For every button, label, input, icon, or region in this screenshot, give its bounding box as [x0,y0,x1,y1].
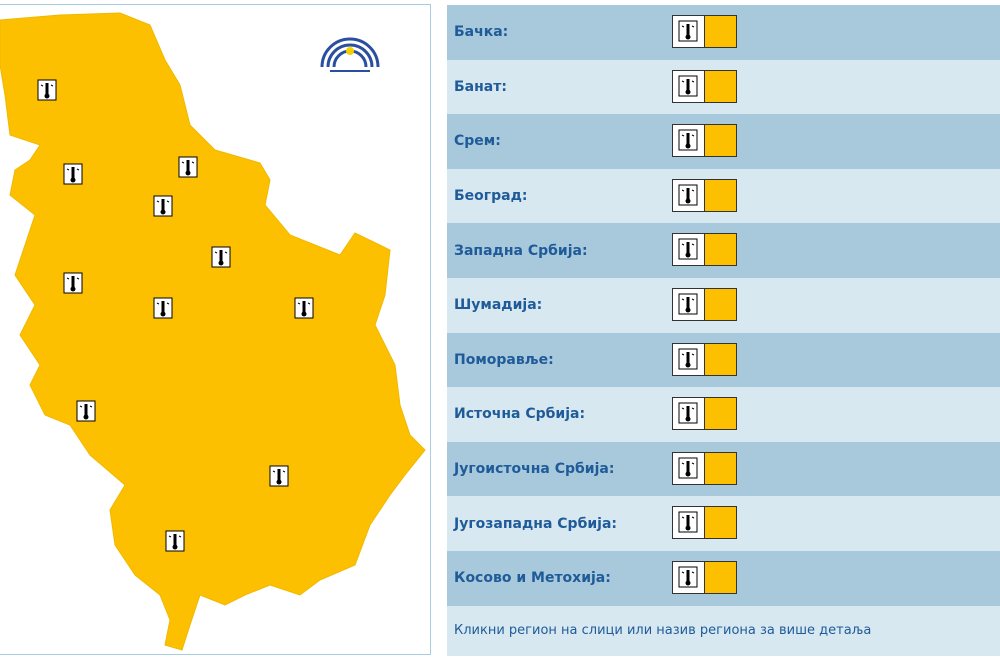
warning-icon [294,297,314,319]
region-name[interactable]: Срем: [454,133,501,150]
region-row: Бачка: [447,5,1000,60]
warning-icon [672,506,737,540]
warning-icon [37,79,57,101]
region-name[interactable]: Југоисточна Србија: [454,461,615,478]
region-name[interactable]: Бачка: [454,24,509,41]
region-table: Бачка: Банат: Срем: Београд: Западна Срб… [447,5,1000,656]
map [0,12,426,651]
region-row: Југоисточна Србија: [447,441,1000,497]
region-row: Југозападна Србија: [447,496,1000,551]
region-row: Шумадија: [447,277,1000,333]
map-icons [37,79,314,552]
warning-icon [672,178,737,212]
warning-icon [672,397,737,431]
region-row: Банат: [447,59,1000,115]
warning-icon [672,560,737,594]
warning-icon [672,287,737,321]
region-name[interactable]: Банат: [454,78,507,95]
region-name[interactable]: Косово и Метохија: [454,570,611,587]
warning-icon [672,233,737,267]
region-row: Поморавље: [447,332,1000,388]
map-panel [0,4,431,655]
region-row: Западна Србија: [447,223,1000,278]
warning-icon [211,246,231,268]
region-row: Београд: [447,168,1000,224]
warning-icon [672,342,737,376]
warning-icon [63,272,83,294]
warning-icon [178,156,198,178]
warning-icon [269,465,289,487]
region-name[interactable]: Шумадија: [454,297,543,314]
warning-icon [672,124,737,158]
region-name[interactable]: Поморавље: [454,351,554,368]
region-name[interactable]: Југозападна Србија: [454,515,617,532]
region-name[interactable]: Београд: [454,188,528,205]
warning-icon [672,15,737,48]
warning-icon [153,297,173,319]
warning-icon [165,530,185,552]
region-row: Срем: [447,114,1000,169]
region-name[interactable]: Западна Србија: [454,242,588,259]
warning-icon [672,451,737,485]
warning-icon [63,163,83,185]
region-row: Источна Србија: [447,387,1000,442]
footer-note: Кликни регион на слици или назив региона… [447,605,1000,656]
warning-icon [76,400,96,422]
region-row: Косово и Метохија: [447,550,1000,606]
logo [320,37,380,72]
warning-icon [153,195,173,217]
region-name[interactable]: Источна Србија: [454,406,586,423]
warning-icon [672,69,737,103]
serbia-map[interactable] [0,12,426,651]
